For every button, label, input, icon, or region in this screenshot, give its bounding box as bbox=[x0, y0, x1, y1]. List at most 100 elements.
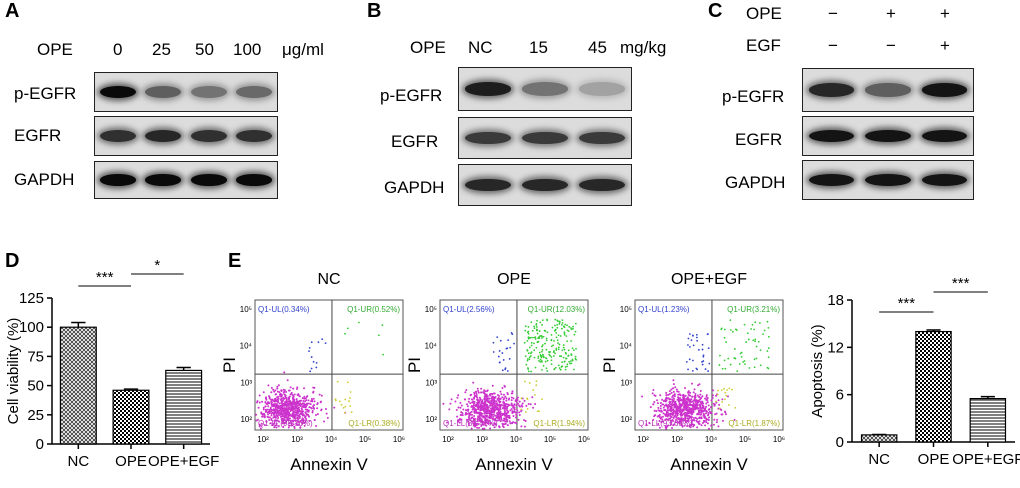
panel-b-band-gapdh-lane3 bbox=[579, 178, 626, 192]
flow-ul-label-1: Q1-UL(2.56%) bbox=[443, 305, 495, 314]
viability-xtick-label-2: OPE+EGF bbox=[148, 453, 219, 470]
flow-xtick-2-3: 10⁵ bbox=[739, 435, 751, 444]
panel-a-band-pegfr-lane4 bbox=[236, 85, 273, 99]
viability-ytick-label-4: 100 bbox=[19, 319, 44, 336]
panel-c-ope-1: + bbox=[886, 4, 896, 23]
viability-bar-2 bbox=[165, 369, 203, 445]
flow-ylabel-1: PI bbox=[405, 357, 424, 373]
panel-c-band-egfr-lane2 bbox=[865, 129, 911, 143]
panel-a-blot-pegfr bbox=[94, 72, 278, 112]
flow-plot-0: NC Q1-UL(0.34%) Q1-UR(0.52%) Q1-LL(98.76%) Q… bbox=[220, 271, 405, 474]
flow-plot-title-0: NC bbox=[317, 271, 340, 288]
flow-ytick-1-0: 10² bbox=[425, 415, 437, 424]
viability-ytick-label-5: 125 bbox=[19, 290, 44, 307]
flow-ytick-2-1: 10³ bbox=[620, 378, 632, 387]
flow-plot-title-2: OPE+EGF bbox=[671, 271, 747, 288]
flow-dots-0 bbox=[255, 321, 385, 430]
flow-ylabel-2: PI bbox=[600, 357, 619, 373]
flow-plot-title-1: OPE bbox=[497, 271, 531, 288]
apoptosis-sig-label-0: *** bbox=[898, 295, 916, 312]
panel-c-band-gapdh-lane2 bbox=[865, 173, 911, 187]
flow-ur-label-0: Q1-UR(0.52%) bbox=[347, 305, 400, 314]
flow-lr-label-2: Q1-LR(1.87%) bbox=[728, 419, 780, 428]
panel-a-dose-3: 100 bbox=[233, 40, 262, 59]
flow-xtick-0-0: 10² bbox=[257, 435, 269, 444]
flow-dots-2 bbox=[641, 319, 770, 430]
panel-b-row-label-gapdh: GAPDH bbox=[384, 178, 445, 197]
panel-b-band-pegfr-lane3 bbox=[579, 82, 626, 96]
panel-b-row-label-pegfr: p-EGFR bbox=[380, 86, 443, 105]
panel-b-band-pegfr-lane2 bbox=[522, 82, 568, 96]
flow-ytick-1-1: 10³ bbox=[425, 378, 437, 387]
panel-a-band-gapdh-lane3 bbox=[190, 174, 227, 186]
panel-c-band-pegfr-lane2 bbox=[865, 83, 911, 97]
flow-cytometry-plots: NC Q1-UL(0.34%) Q1-UR(0.52%) Q1-LL(98.76%) Q… bbox=[220, 271, 785, 474]
panel-b-band-gapdh-lane2 bbox=[522, 178, 568, 192]
flow-dots-1 bbox=[442, 318, 578, 430]
panel-c-egf-1: − bbox=[886, 36, 896, 55]
panel-a-dose-0: 0 bbox=[113, 40, 123, 59]
panel-a-band-pegfr-lane3 bbox=[190, 85, 227, 99]
panel-b-band-pegfr-lane1 bbox=[464, 82, 511, 96]
panel-b-dose-1: 15 bbox=[529, 38, 548, 57]
flow-ytick-1-2: 10⁴ bbox=[425, 342, 438, 351]
viability-xtick-label-1: OPE bbox=[115, 453, 147, 470]
flow-xlabel-2: Annexin V bbox=[670, 455, 748, 474]
viability-ytick-label-1: 25 bbox=[27, 407, 44, 424]
flow-ytick-0-2: 10⁴ bbox=[240, 342, 253, 351]
panel-c-band-egfr-lane1 bbox=[808, 129, 854, 143]
panel-a-unit: μg/ml bbox=[282, 40, 324, 59]
flow-xtick-1-0: 10² bbox=[442, 435, 454, 444]
panel-c-cond-label-ope: OPE bbox=[746, 4, 782, 23]
panel-a-band-pegfr-lane1 bbox=[99, 85, 136, 99]
panel-c-ope-0: − bbox=[828, 4, 838, 23]
viability-xtick-label-0: NC bbox=[67, 453, 89, 470]
apoptosis-xtick-label-1: OPE bbox=[918, 451, 950, 468]
flow-lr-label-1: Q1-LR(1.94%) bbox=[533, 419, 585, 428]
panel-a-band-gapdh-lane2 bbox=[145, 174, 182, 186]
flow-ylabel-0: PI bbox=[220, 357, 239, 373]
panel-c-egf-2: + bbox=[940, 36, 950, 55]
apoptosis-bar-1 bbox=[915, 330, 952, 443]
flow-xtick-2-2: 10⁴ bbox=[705, 435, 718, 444]
flow-ytick-0-1: 10³ bbox=[240, 378, 252, 387]
panel-a-band-gapdh-lane4 bbox=[236, 174, 273, 186]
flow-xtick-1-1: 10³ bbox=[476, 435, 488, 444]
apoptosis-ylabel: Apoptosis (%) bbox=[809, 324, 826, 417]
panel-c-row-label-egfr: EGFR bbox=[735, 130, 783, 149]
panel-b-blot-pegfr bbox=[458, 67, 632, 111]
flow-xtick-1-4: 10⁶ bbox=[578, 435, 590, 444]
panel-c-band-egfr-lane3 bbox=[922, 129, 968, 143]
panel-c-row-label-gapdh: GAPDH bbox=[725, 173, 786, 192]
panel-b-unit: mg/kg bbox=[620, 38, 667, 57]
flow-ytick-2-0: 10² bbox=[620, 415, 632, 424]
panel-b-band-egfr-lane2 bbox=[522, 131, 568, 145]
flow-ytick-2-3: 10⁵ bbox=[620, 305, 632, 314]
apoptosis-bar-2 bbox=[969, 398, 1007, 443]
panel-a-dose-1: 25 bbox=[152, 40, 171, 59]
viability-bar-1 bbox=[112, 389, 150, 445]
flow-xtick-2-0: 10² bbox=[637, 435, 649, 444]
flow-xtick-2-4: 10⁶ bbox=[773, 435, 785, 444]
panel-letter-c: C bbox=[708, 0, 723, 22]
panel-c-cond-label-egf: EGF bbox=[746, 36, 781, 55]
flow-ur-label-1: Q1-UR(12.03%) bbox=[528, 305, 586, 314]
flow-ll-label-1: Q1-LL(83.47%) bbox=[443, 419, 498, 428]
apoptosis-xtick-label-2: OPE+EGF bbox=[952, 451, 1020, 468]
apoptosis-ytick-label-0: 0 bbox=[836, 434, 844, 451]
panel-a-blot-egfr bbox=[94, 116, 278, 156]
panel-c-egf-0: − bbox=[828, 36, 838, 55]
panel-a-treatment-label: OPE bbox=[37, 40, 73, 59]
flow-ytick-2-2: 10⁴ bbox=[620, 342, 633, 351]
panel-b-band-gapdh-lane1 bbox=[464, 178, 511, 192]
panel-letter-e: E bbox=[228, 250, 242, 272]
flow-xtick-2-1: 10³ bbox=[671, 435, 683, 444]
viability-sig-label-1: * bbox=[154, 257, 160, 274]
flow-plot-1: OPE Q1-UL(2.56%) Q1-UR(12.03%) Q1-LL(83.47%… bbox=[405, 271, 590, 474]
flow-ytick-1-3: 10⁵ bbox=[425, 305, 437, 314]
panel-c-band-gapdh-lane1 bbox=[808, 173, 854, 187]
panel-a-dose-2: 50 bbox=[195, 40, 214, 59]
panel-b-blot-gapdh bbox=[458, 164, 632, 206]
flow-ll-label-2: Q1-LL(93.69%) bbox=[638, 419, 693, 428]
